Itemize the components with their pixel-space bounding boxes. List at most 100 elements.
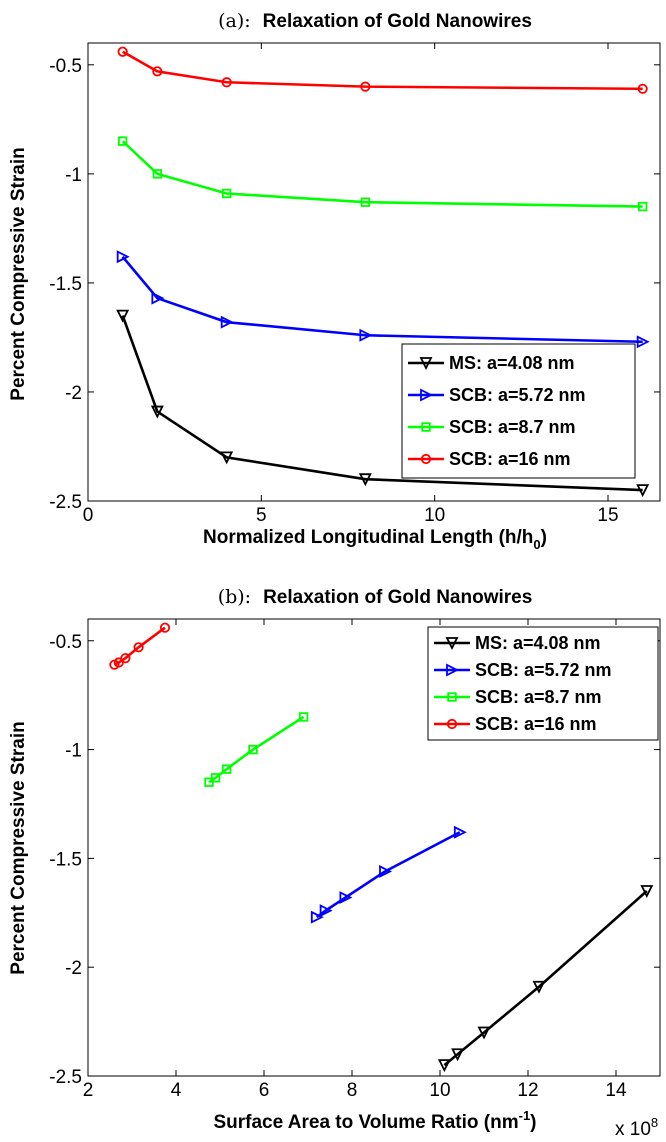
data-point [152,66,163,77]
legend-label: SCB: a=5.72 nm [449,385,586,405]
data-point [319,904,333,918]
data-point [133,642,144,653]
series-line [121,140,643,208]
data-point [159,622,171,633]
plot-area-b: 2 4 6 8 10 12 14 -2.5 -2 -1.5 -1 -0.5 MS: a=4.08 nm S… [49,618,661,1101]
x-tick-label: 10 [424,505,445,526]
y-axis-label: Percent Compressive Strain [8,721,29,974]
legend-marker [420,453,432,465]
data-point [116,250,130,264]
x-tick-label: 15 [597,505,618,526]
x-tick-label: 14 [605,1080,627,1101]
legend-label: SCB: a=16 nm [475,714,597,734]
y-tick-label: -0.5 [49,632,82,653]
legend: MS: a=4.08 nm SCB: a=5.72 nm SCB: a=8.7 nm… [401,343,636,479]
x-tick-label: 12 [517,1080,538,1101]
plot-area-a: 0 5 10 15 -2.5 -2 -1.5 -1 -0.5 MS: a=4.08 nm SCB: … [49,42,661,526]
x-tick-label: 2 [83,1080,94,1101]
series-square [204,712,309,787]
data-point [150,405,164,419]
y-tick-label: -2 [65,383,82,404]
legend-marker [446,663,460,677]
series-line [122,50,643,91]
x-tick-label: 5 [256,505,267,526]
y-tick-label: -1.5 [49,274,82,295]
data-point [221,764,232,774]
series-triangle-down [437,885,654,1073]
data-point [204,777,214,787]
series-square [117,136,648,212]
x-tick-label: 10 [429,1080,450,1101]
legend-label: MS: a=4.08 nm [475,633,601,653]
data-point [298,712,309,722]
y-tick-label: -1 [65,165,82,186]
series-line [121,255,643,344]
y-tick-label: -2.5 [49,492,82,513]
legend-marker [446,718,458,730]
legend-label: SCB: a=16 nm [449,449,571,469]
data-point [109,659,120,670]
data-point [637,83,648,94]
x-tick-label: 0 [83,505,94,526]
legend-marker [445,637,459,651]
legend-label: MS: a=4.08 nm [449,353,575,373]
series-line [113,626,166,666]
series-triangle-right [116,250,650,349]
chart-title-prefix: (a): [218,10,251,32]
data-point [360,197,371,207]
y-tick-label: -2 [65,958,82,979]
data-point [453,825,467,839]
data-point [221,188,232,199]
x-tick-label: 6 [259,1080,270,1101]
data-point [640,885,654,899]
legend-label: SCB: a=8.7 nm [449,417,576,437]
data-point [310,910,324,924]
y-tick-label: -1.5 [49,849,82,870]
y-tick-label: -0.5 [49,56,82,77]
series-circle [109,622,171,670]
chart-title-text: Relaxation of Gold Nanowires [263,11,532,32]
data-point [360,81,371,92]
data-point [379,864,393,878]
data-point [532,980,546,994]
legend-marker [419,357,433,371]
x-axis-label: Normalized Longitudinal Length (h/h0) [203,527,547,552]
chart-title-prefix: (b): [218,586,251,608]
data-point [248,744,258,755]
chart-title: (b): Relaxation of Gold Nanowires [218,586,533,608]
y-tick-label: -2.5 [49,1067,82,1088]
data-point [117,136,128,146]
data-point [152,169,163,179]
data-point [437,1059,451,1073]
chart-panel-b: (b): Relaxation of Gold Nanowires Percen… [8,586,661,1140]
legend-label: SCB: a=8.7 nm [475,687,602,707]
data-point [151,291,165,305]
data-point [636,484,650,498]
data-point [339,891,353,905]
data-point [220,315,234,329]
x-tick-label: 8 [347,1080,358,1101]
data-point [220,451,234,465]
y-tick-label: -1 [65,741,82,762]
y-axis-label: Percent Compressive Strain [8,147,29,400]
legend-marker [420,388,434,402]
data-point [477,1026,491,1040]
data-point [358,473,372,487]
legend-marker [447,692,457,702]
legend-label: SCB: a=5.72 nm [475,660,612,680]
series-line [121,315,643,492]
legend-box [401,343,636,479]
legend-box [427,626,659,741]
series-circle [117,46,648,94]
x-axis-label: Surface Area to Volume Ratio (nm-1) [213,1108,536,1133]
data-point [637,201,648,212]
chart-title: (a): Relaxation of Gold Nanowires [218,10,532,32]
data-point [636,335,650,349]
legend-marker [421,422,431,432]
data-point [359,328,373,342]
data-point [221,77,232,88]
plot-frame [87,618,661,1077]
legend: MS: a=4.08 nm SCB: a=5.72 nm SCB: a=8.7 nm… [427,626,659,741]
plot-frame [87,42,661,502]
